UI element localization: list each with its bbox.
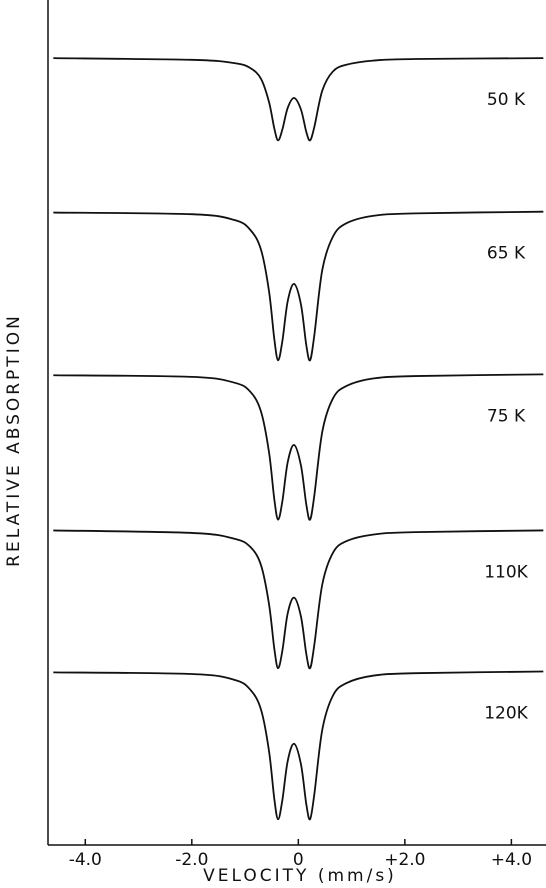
x-tick-label: +4.0	[491, 850, 532, 870]
series-label: 110K	[484, 562, 528, 582]
spectrum-curve	[53, 210, 544, 362]
series-label: 120K	[484, 704, 528, 724]
x-tick-label: 0	[293, 850, 304, 870]
series-label: 75 K	[487, 406, 526, 426]
x-tick-label: +2.0	[384, 850, 425, 870]
spectrum-curve	[53, 670, 544, 821]
series-label: 65 K	[487, 244, 526, 264]
x-tick-label: -4.0	[69, 850, 102, 870]
spectrum-curve	[53, 529, 544, 670]
x-axis-label: VELOCITY (mm/s)	[203, 866, 397, 886]
x-tick-label: -2.0	[175, 850, 208, 870]
spectrum-curve	[53, 57, 544, 142]
y-axis-label: RELATIVE ABSORPTION	[4, 313, 24, 567]
series-label: 50 K	[487, 90, 526, 110]
spectrum-curve	[53, 373, 544, 521]
